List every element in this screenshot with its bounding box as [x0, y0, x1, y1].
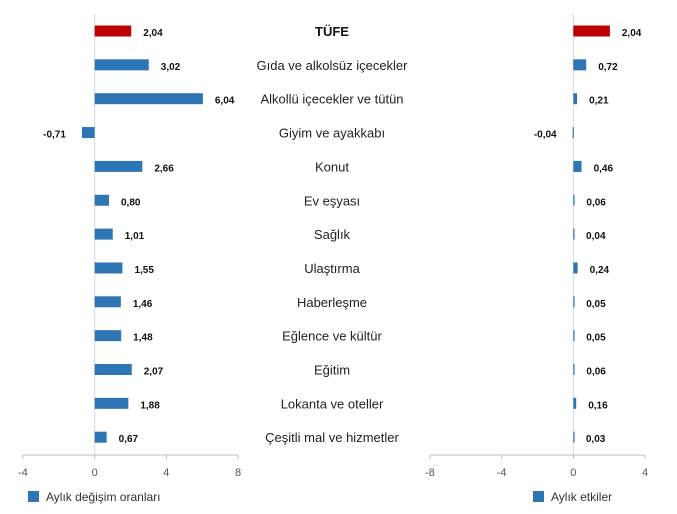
data-label: 0,72 [598, 62, 618, 73]
x-tick-label: 4 [163, 467, 169, 479]
category-label: Eğitim [314, 363, 350, 378]
bar [94, 160, 143, 172]
bar [573, 296, 575, 308]
bar [94, 59, 149, 71]
data-label: -0,04 [534, 130, 557, 141]
x-tick-label: 0 [92, 467, 98, 479]
bar [573, 364, 575, 375]
data-label: 2,04 [622, 28, 642, 39]
category-label: Ulaştırma [304, 261, 360, 276]
x-tick-label: -4 [18, 467, 28, 479]
bar [94, 296, 121, 308]
data-label: 1,46 [133, 299, 153, 310]
bar [573, 59, 587, 71]
legend-swatch [533, 491, 544, 502]
data-label: 2,07 [144, 367, 164, 378]
bar [94, 25, 132, 37]
category-label: Haberleşme [297, 295, 367, 310]
bar [94, 194, 109, 206]
category-label: TÜFE [315, 24, 349, 39]
data-label: 0,05 [586, 299, 606, 310]
data-label: 0,24 [590, 265, 610, 276]
bar [81, 127, 95, 139]
bar [573, 160, 582, 172]
bar [573, 330, 575, 342]
bar [573, 228, 575, 240]
category-label: Sağlık [314, 227, 351, 242]
category-label: Eğlence ve kültür [282, 329, 382, 344]
category-label: Konut [315, 159, 349, 174]
x-tick-label: 4 [642, 467, 648, 479]
bar [573, 431, 575, 443]
legend-label: Aylık etkiler [551, 490, 612, 504]
data-label: 2,04 [143, 28, 163, 39]
bar [94, 397, 129, 409]
bar [573, 262, 578, 274]
bar [94, 93, 203, 105]
legend-label: Aylık değişim oranları [46, 490, 161, 504]
data-label: 1,55 [134, 265, 154, 276]
data-label: 0,46 [594, 163, 614, 174]
bar [572, 127, 574, 139]
data-label: 0,80 [121, 197, 141, 208]
bar [573, 194, 575, 206]
data-label: 3,02 [161, 62, 181, 73]
category-label: Alkollü içecekler ve tütün [260, 92, 403, 107]
data-label: 0,16 [588, 400, 608, 411]
x-tick-label: -4 [497, 467, 507, 479]
category-label: Gıda ve alkolsüz içecekler [256, 58, 408, 73]
data-label: 0,06 [586, 367, 606, 378]
x-tick-label: -8 [425, 467, 435, 479]
bar [94, 431, 107, 443]
category-label: Çeşitli mal ve hizmetler [265, 430, 399, 445]
category-label: Lokanta ve oteller [281, 396, 384, 411]
bar [94, 364, 132, 375]
legend-swatch [28, 491, 39, 502]
x-tick-label: 8 [235, 467, 241, 479]
data-label: 2,66 [154, 163, 174, 174]
x-tick-label: 0 [570, 467, 576, 479]
bar [573, 93, 578, 105]
bar [94, 262, 123, 274]
data-label: 0,05 [586, 333, 606, 344]
data-label: 1,48 [133, 333, 153, 344]
category-label: Giyim ve ayakkabı [279, 126, 385, 141]
data-label: 1,88 [140, 400, 160, 411]
data-label: 0,04 [586, 231, 606, 242]
data-label: 0,06 [586, 197, 606, 208]
data-label: 0,67 [119, 434, 139, 445]
bar [573, 25, 610, 37]
bar [94, 330, 122, 342]
bar [94, 228, 113, 240]
bar [573, 397, 577, 409]
category-label: Ev eşyası [304, 193, 360, 208]
data-label: -0,71 [43, 130, 66, 141]
data-label: 0,03 [586, 434, 606, 445]
data-label: 6,04 [215, 96, 235, 107]
data-label: 0,21 [589, 96, 609, 107]
data-label: 1,01 [125, 231, 145, 242]
